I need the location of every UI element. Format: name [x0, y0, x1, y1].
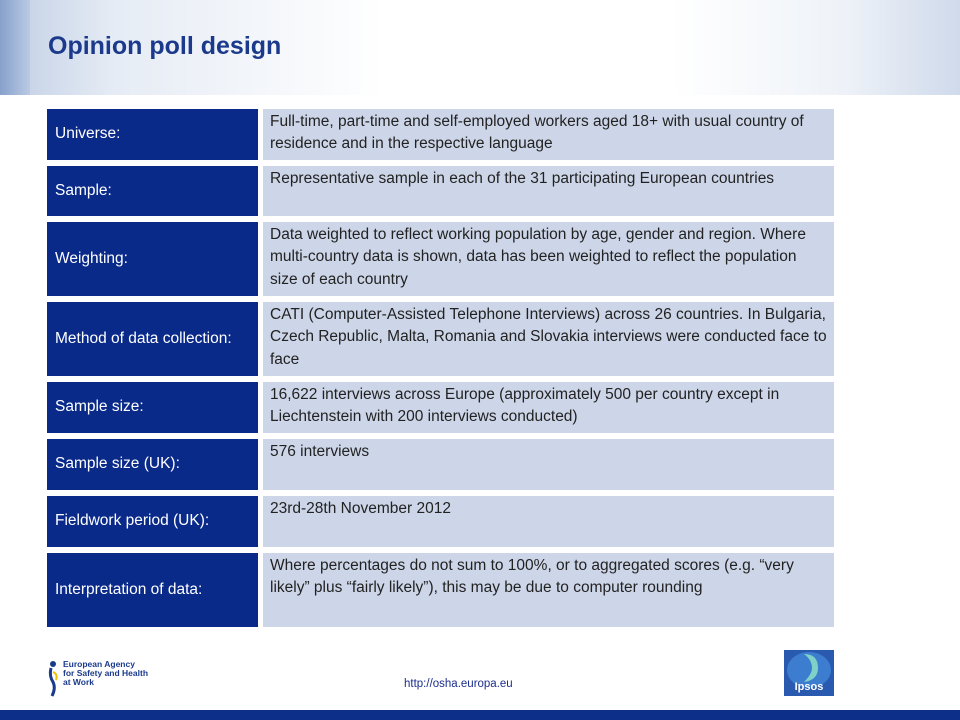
table-row: Sample: Representative sample in each of… [47, 166, 834, 216]
row-value-sample-size-uk: 576 interviews [263, 439, 834, 490]
footer-link[interactable]: http://osha.europa.eu [404, 678, 513, 690]
table-row: Interpretation of data: Where percentage… [47, 553, 834, 627]
row-value-sample-size: 16,622 interviews across Europe (approxi… [263, 382, 834, 433]
row-label-universe: Universe: [47, 109, 258, 160]
bottom-bar [0, 710, 960, 720]
row-label-sample-size: Sample size: [47, 382, 258, 433]
row-label-method: Method of data collection: [47, 302, 258, 376]
row-value-weighting: Data weighted to reflect working populat… [263, 222, 834, 296]
row-value-method: CATI (Computer-Assisted Telephone Interv… [263, 302, 834, 376]
row-value-universe: Full-time, part-time and self-employed w… [263, 109, 834, 160]
osha-logo [48, 661, 58, 697]
osha-logo-text: European Agency for Safety and Health at… [63, 659, 149, 687]
table-row: Sample size (UK): 576 interviews [47, 439, 834, 490]
row-label-fieldwork: Fieldwork period (UK): [47, 496, 258, 547]
row-value-sample: Representative sample in each of the 31 … [263, 166, 834, 216]
row-label-sample-size-uk: Sample size (UK): [47, 439, 258, 490]
row-value-interpretation: Where percentages do not sum to 100%, or… [263, 553, 834, 627]
svg-text:Ipsos: Ipsos [795, 681, 824, 693]
page-title: Opinion poll design [48, 32, 282, 60]
header-accent-strip [0, 0, 30, 95]
poll-design-table: Universe: Full-time, part-time and self-… [47, 109, 834, 633]
header-background [0, 0, 960, 95]
row-value-fieldwork: 23rd-28th November 2012 [263, 496, 834, 547]
row-label-weighting: Weighting: [47, 222, 258, 296]
row-label-interpretation: Interpretation of data: [47, 553, 258, 627]
table-row: Weighting: Data weighted to reflect work… [47, 222, 834, 296]
table-row: Method of data collection: CATI (Compute… [47, 302, 834, 376]
ipsos-logo: Ipsos [784, 650, 834, 696]
row-label-sample: Sample: [47, 166, 258, 216]
table-row: Sample size: 16,622 interviews across Eu… [47, 382, 834, 433]
table-row: Fieldwork period (UK): 23rd-28th Novembe… [47, 496, 834, 547]
table-row: Universe: Full-time, part-time and self-… [47, 109, 834, 160]
